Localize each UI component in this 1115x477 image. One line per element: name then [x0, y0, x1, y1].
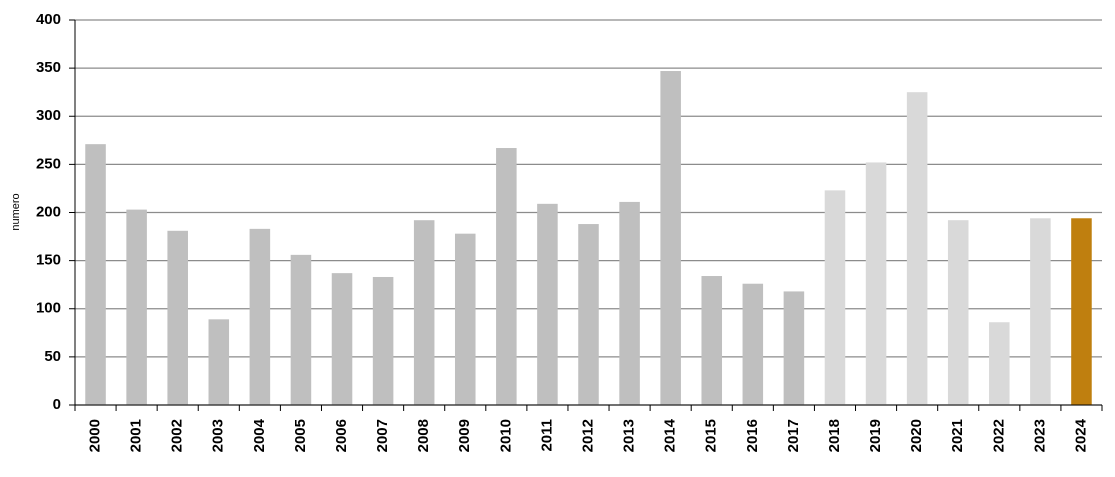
x-tick-label: 2014	[662, 418, 679, 452]
x-tick-label: 2000	[87, 419, 104, 452]
x-tick-label: 2007	[374, 419, 391, 452]
y-tick-label: 50	[44, 348, 61, 365]
x-tick-label: 2001	[128, 419, 145, 452]
x-tick-label: 2004	[251, 418, 268, 452]
x-tick-label: 2006	[333, 419, 350, 452]
bar	[742, 283, 764, 405]
x-tick-label: 2021	[949, 419, 966, 452]
bar	[167, 230, 188, 405]
y-tick-label: 400	[36, 11, 61, 28]
x-tick-label: 2023	[1031, 419, 1048, 452]
bar	[208, 319, 230, 405]
bar	[1030, 218, 1051, 405]
bar	[578, 224, 599, 405]
x-tick-label: 2020	[908, 419, 925, 452]
x-tick-label: 2022	[990, 419, 1007, 452]
bar	[947, 220, 969, 405]
x-tick-label: 2019	[867, 419, 884, 452]
bar	[372, 276, 394, 405]
bar	[290, 254, 312, 405]
y-tick-label: 150	[36, 252, 61, 269]
x-tick-label: 2008	[415, 419, 432, 452]
bar	[701, 276, 723, 405]
bar	[1071, 218, 1092, 405]
y-tick-label: 0	[53, 396, 61, 413]
y-tick-label: 250	[36, 155, 61, 172]
x-tick-label: 2018	[826, 419, 843, 452]
y-tick-label: 200	[36, 203, 61, 220]
x-tick-label: 2024	[1072, 418, 1089, 452]
bar	[537, 203, 558, 405]
bar	[783, 291, 805, 405]
bar	[989, 322, 1010, 405]
x-tick-label: 2002	[169, 419, 186, 452]
bar	[331, 273, 353, 405]
y-tick-label: 300	[36, 107, 61, 124]
bar	[249, 228, 271, 405]
x-tick-label: 2010	[497, 419, 514, 452]
x-tick-label: 2013	[621, 419, 638, 452]
bar	[824, 190, 846, 405]
bar	[85, 144, 106, 405]
x-tick-label: 2017	[785, 419, 802, 452]
bar	[413, 220, 435, 405]
x-tick-label: 2012	[579, 419, 596, 452]
x-tick-label: 2016	[744, 419, 761, 452]
bar	[454, 233, 476, 405]
bar	[865, 162, 887, 405]
x-tick-label: 2015	[703, 419, 720, 452]
bar	[126, 209, 147, 405]
x-tick-label: 2009	[456, 419, 473, 452]
x-tick-label: 2003	[210, 419, 227, 452]
y-tick-label: 100	[36, 300, 61, 317]
bar	[660, 71, 681, 405]
y-tick-label: 350	[36, 59, 61, 76]
bar	[619, 201, 640, 405]
bar	[496, 148, 517, 405]
bar	[906, 92, 928, 405]
y-axis-label: numero	[10, 193, 22, 230]
x-tick-label: 2005	[292, 419, 309, 452]
x-tick-label: 2011	[538, 419, 555, 452]
